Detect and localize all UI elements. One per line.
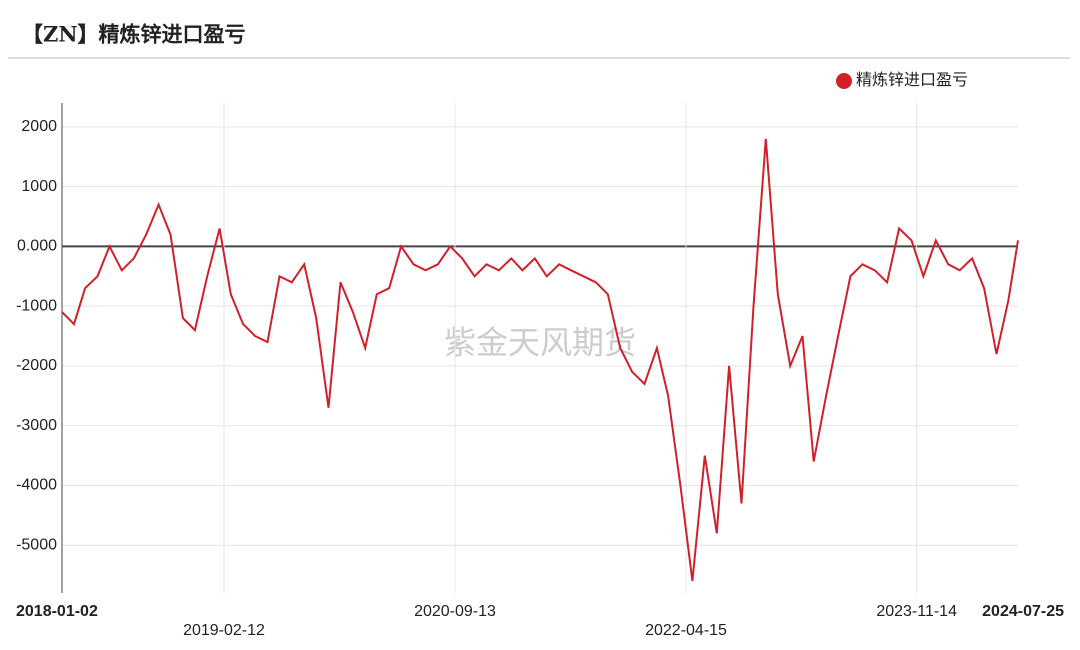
watermark: 紫金天风期货 — [444, 324, 636, 360]
legend-label: 精炼锌进口盈亏 — [856, 71, 968, 89]
y-tick-label: -5000 — [16, 536, 57, 553]
legend-swatch — [836, 73, 852, 89]
y-tick-label: -4000 — [16, 477, 57, 494]
x-tick-label: 2022-04-15 — [645, 622, 727, 639]
x-tick-label: 2020-09-13 — [414, 603, 496, 620]
y-tick-label: -3000 — [16, 417, 57, 434]
x-tick-label: 2023-11-14 — [876, 603, 957, 620]
y-tick-label: 1000 — [21, 178, 57, 195]
chart-title: 【ZN】精炼锌进口盈亏 — [22, 22, 246, 47]
x-tick-label: 2024-07-25 — [982, 603, 1064, 620]
y-tick-label: 2000 — [21, 118, 57, 135]
x-tick-label: 2019-02-12 — [183, 622, 265, 639]
y-tick-label: 0.000 — [17, 238, 57, 255]
data-line — [61, 138, 1019, 582]
y-tick-label: -2000 — [16, 357, 57, 374]
y-tick-label: -1000 — [16, 297, 57, 314]
x-tick-label: 2018-01-02 — [16, 603, 98, 620]
